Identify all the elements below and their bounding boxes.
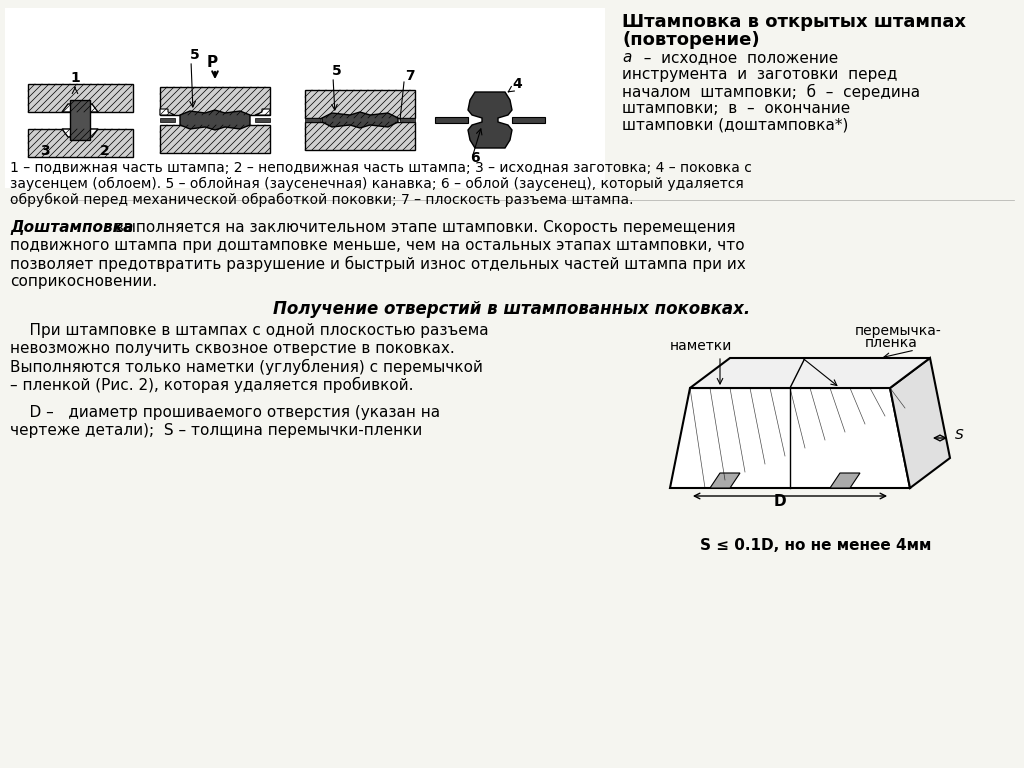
Bar xyxy=(400,118,415,122)
Bar xyxy=(160,87,270,115)
Text: (повторение): (повторение) xyxy=(622,31,760,49)
Text: заусенцем (облоем). 5 – облойная (заусенечная) канавка; 6 – облой (заусенец), ко: заусенцем (облоем). 5 – облойная (заусен… xyxy=(10,177,743,191)
Text: При штамповке в штампах с одной плоскостью разъема: При штамповке в штампах с одной плоскост… xyxy=(10,323,488,338)
Bar xyxy=(255,118,270,122)
Bar xyxy=(70,100,90,140)
Text: пленка: пленка xyxy=(865,336,918,350)
Text: позволяет предотвратить разрушение и быстрый износ отдельных частей штампа при и: позволяет предотвратить разрушение и быс… xyxy=(10,256,745,272)
Text: P: P xyxy=(207,55,218,70)
Polygon shape xyxy=(690,358,930,388)
Text: 1: 1 xyxy=(70,71,80,85)
Polygon shape xyxy=(830,473,860,488)
Bar xyxy=(305,122,415,150)
Polygon shape xyxy=(710,473,740,488)
Text: Штамповка в открытых штампах: Штамповка в открытых штампах xyxy=(622,13,966,31)
Text: D –   диаметр прошиваемого отверстия (указан на: D – диаметр прошиваемого отверстия (указ… xyxy=(10,405,440,420)
Text: подвижного штампа при доштамповке меньше, чем на остальных этапах штамповки, что: подвижного штампа при доштамповке меньше… xyxy=(10,238,744,253)
Text: 5: 5 xyxy=(332,64,342,78)
Polygon shape xyxy=(322,112,398,128)
Text: наметки: наметки xyxy=(670,339,732,353)
Bar xyxy=(160,118,175,122)
Text: 2: 2 xyxy=(100,144,110,158)
Text: S ≤ 0.1D, но не менее 4мм: S ≤ 0.1D, но не менее 4мм xyxy=(700,538,932,553)
Polygon shape xyxy=(255,109,270,115)
Text: – пленкой (Рис. 2), которая удаляется пробивкой.: – пленкой (Рис. 2), которая удаляется пр… xyxy=(10,377,414,393)
Text: а: а xyxy=(622,50,632,65)
Text: штамповки;  в  –  окончание: штамповки; в – окончание xyxy=(622,101,850,116)
Text: выполняется на заключительном этапе штамповки. Скорость перемещения: выполняется на заключительном этапе штам… xyxy=(110,220,735,235)
Text: S: S xyxy=(955,428,964,442)
Polygon shape xyxy=(435,117,468,123)
Text: соприкосновении.: соприкосновении. xyxy=(10,274,157,289)
Polygon shape xyxy=(670,388,910,488)
Polygon shape xyxy=(512,117,545,123)
Text: D: D xyxy=(774,494,786,509)
Text: инструмента  и  заготовки  перед: инструмента и заготовки перед xyxy=(622,67,897,82)
Text: 3: 3 xyxy=(40,144,50,158)
Bar xyxy=(305,118,319,122)
Text: чертеже детали);  S – толщина перемычки-пленки: чертеже детали); S – толщина перемычки-п… xyxy=(10,423,422,438)
Bar xyxy=(160,125,270,153)
Text: обрубкой перед механической обработкой поковки; 7 – плоскость разъема штампа.: обрубкой перед механической обработкой п… xyxy=(10,193,634,207)
Text: –  исходное  положение: – исходное положение xyxy=(634,50,839,65)
Bar xyxy=(28,129,133,157)
Text: перемычка-: перемычка- xyxy=(855,324,942,338)
Text: 1 – подвижная часть штампа; 2 – неподвижная часть штампа; 3 – исходная заготовка: 1 – подвижная часть штампа; 2 – неподвиж… xyxy=(10,161,752,175)
Bar xyxy=(5,8,605,188)
Polygon shape xyxy=(890,358,950,488)
Bar xyxy=(305,90,415,118)
Polygon shape xyxy=(62,104,98,112)
Text: 5: 5 xyxy=(190,48,200,62)
Text: невозможно получить сквозное отверстие в поковках.: невозможно получить сквозное отверстие в… xyxy=(10,341,455,356)
Text: 6: 6 xyxy=(470,151,479,165)
Polygon shape xyxy=(62,129,98,137)
Text: Получение отверстий в штампованных поковках.: Получение отверстий в штампованных поков… xyxy=(273,300,751,318)
Polygon shape xyxy=(468,92,512,148)
Polygon shape xyxy=(180,110,250,130)
Text: началом  штамповки;  б  –  середина: началом штамповки; б – середина xyxy=(622,84,921,100)
Text: Выполняются только наметки (углубления) с перемычкой: Выполняются только наметки (углубления) … xyxy=(10,359,483,375)
Text: штамповки (доштамповка*): штамповки (доштамповка*) xyxy=(622,118,848,133)
Polygon shape xyxy=(160,109,175,115)
Text: 7: 7 xyxy=(406,69,415,83)
Bar xyxy=(28,84,133,112)
Text: Доштамповка: Доштамповка xyxy=(10,220,133,235)
Text: 4: 4 xyxy=(512,77,522,91)
